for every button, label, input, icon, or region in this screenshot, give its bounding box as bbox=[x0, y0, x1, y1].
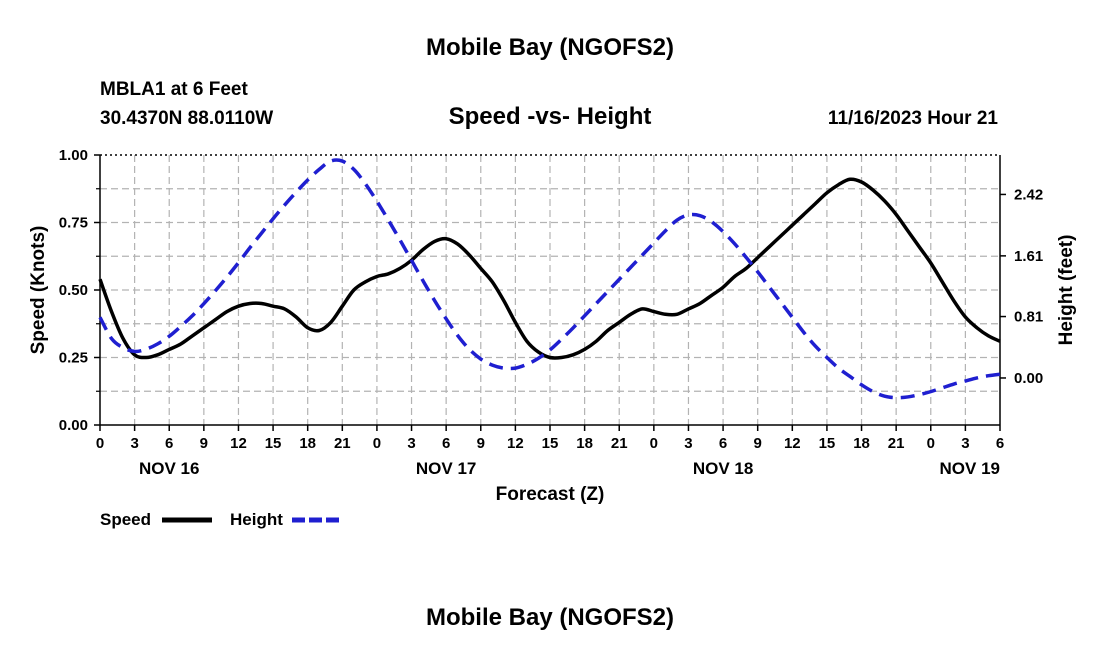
date-label: NOV 19 bbox=[940, 459, 1000, 478]
x-tick-label: 18 bbox=[576, 435, 593, 452]
x-tick-label: 6 bbox=[165, 435, 173, 452]
chart-title: Mobile Bay (NGOFS2) bbox=[426, 34, 674, 61]
x-tick-label: 0 bbox=[96, 435, 104, 452]
y-tick-label: 1.00 bbox=[59, 147, 88, 164]
series-line-height bbox=[98, 158, 1001, 400]
x-tick-label: 0 bbox=[650, 435, 658, 452]
date-label: NOV 17 bbox=[416, 459, 476, 478]
y-tick-label: 0.00 bbox=[59, 417, 88, 434]
x-axis-title: Forecast (Z) bbox=[496, 484, 605, 505]
series-lines bbox=[98, 158, 1001, 400]
x-tick-label: 21 bbox=[888, 435, 905, 452]
station-coordinates: 30.4370N 88.0110W bbox=[100, 108, 273, 129]
x-tick-label: 6 bbox=[719, 435, 727, 452]
y-tick-label: 0.75 bbox=[59, 215, 88, 232]
x-tick-label: 3 bbox=[130, 435, 138, 452]
y2-tick-label: 1.61 bbox=[1014, 248, 1043, 265]
y2-tick-label: 2.42 bbox=[1014, 186, 1043, 203]
y2-axis-title: Height (feet) bbox=[1056, 235, 1077, 346]
x-tick-label: 6 bbox=[442, 435, 450, 452]
x-tick-label: 0 bbox=[927, 435, 935, 452]
forecast-timestamp: 11/16/2023 Hour 21 bbox=[828, 108, 998, 129]
x-tick-label: 12 bbox=[507, 435, 524, 452]
y-axis-title: Speed (Knots) bbox=[28, 226, 49, 355]
x-tick-label: 15 bbox=[542, 435, 559, 452]
chart-subtitle: Speed -vs- Height bbox=[449, 103, 652, 130]
series-line-speed bbox=[98, 177, 1001, 360]
x-tick-label: 18 bbox=[853, 435, 870, 452]
x-tick-label: 15 bbox=[265, 435, 282, 452]
x-tick-label: 12 bbox=[230, 435, 247, 452]
y2-tick-label: 0.00 bbox=[1014, 370, 1043, 387]
legend-label-speed: Speed bbox=[100, 510, 151, 529]
tick-labels: 0 3 6 9 12 15 18 21 0 3 6 9 12 15 18 21 0 3 6 9 12 15 18 21 0 3 6 N… bbox=[59, 147, 1043, 478]
x-tick-label: 12 bbox=[784, 435, 801, 452]
x-tick-label: 9 bbox=[200, 435, 208, 452]
y-tick-label: 0.50 bbox=[59, 282, 88, 299]
station-label: MBLA1 at 6 Feet bbox=[100, 79, 248, 100]
x-tick-label: 15 bbox=[819, 435, 836, 452]
x-tick-label: 18 bbox=[299, 435, 316, 452]
y-tick-label: 0.25 bbox=[59, 350, 88, 367]
y2-tick-label: 0.81 bbox=[1014, 309, 1043, 326]
axes bbox=[94, 154, 1006, 431]
x-tick-label: 3 bbox=[961, 435, 969, 452]
legend-label-height: Height bbox=[230, 510, 283, 529]
x-tick-label: 3 bbox=[684, 435, 692, 452]
x-tick-label: 9 bbox=[754, 435, 762, 452]
x-tick-label: 21 bbox=[611, 435, 628, 452]
date-label: NOV 18 bbox=[693, 459, 753, 478]
x-tick-label: 3 bbox=[407, 435, 415, 452]
x-tick-label: 6 bbox=[996, 435, 1004, 452]
x-tick-label: 9 bbox=[477, 435, 485, 452]
x-tick-label: 21 bbox=[334, 435, 351, 452]
date-label: NOV 16 bbox=[139, 459, 199, 478]
footer-title: Mobile Bay (NGOFS2) bbox=[426, 604, 674, 631]
x-tick-label: 0 bbox=[373, 435, 381, 452]
grid-lines bbox=[100, 155, 1000, 425]
legend: Speed Height bbox=[100, 510, 342, 529]
